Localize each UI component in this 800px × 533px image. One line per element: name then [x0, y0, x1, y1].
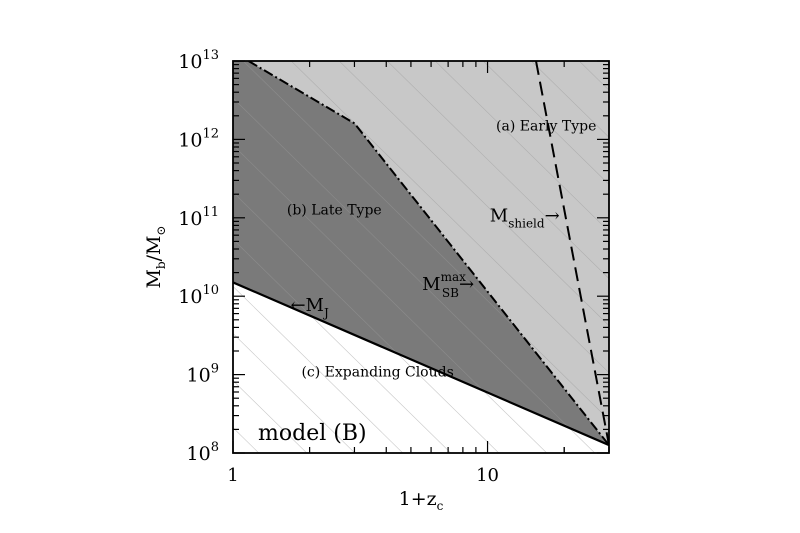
hatch-line	[386, 61, 609, 280]
hatch-line	[233, 238, 452, 453]
hatch-line	[233, 97, 596, 453]
hatch-line	[761, 51, 800, 463]
y-tick-label: 1013	[178, 48, 219, 73]
y-tick-label: 108	[187, 440, 219, 465]
hatch-line	[233, 144, 548, 453]
x-axis-label: 1+zc	[399, 488, 444, 513]
y-axis-label: Mb/M⊙	[143, 225, 168, 288]
hatch-line	[665, 51, 800, 463]
model-annotation: model (B)	[258, 421, 367, 446]
hatch-line	[482, 61, 609, 185]
region-label: (a) Early Type	[496, 118, 596, 134]
y-tick-label: 1010	[178, 283, 219, 308]
region-label: (b) Late Type	[287, 203, 382, 219]
curve-labels: Mshield→ Mmax SB→ ←MJ	[290, 205, 559, 319]
hatch-line	[233, 191, 500, 453]
y-tick-label: 1012	[178, 126, 219, 151]
hatch-line	[530, 61, 609, 138]
hatch-line	[617, 51, 800, 463]
plot-area	[233, 51, 800, 463]
hatch-line	[338, 61, 609, 327]
region-label: (c) Expanding Clouds	[301, 364, 453, 380]
region-labels: (a) Early Type (b) Late Type (c) Expanding…	[287, 118, 596, 380]
x-tick-labels: 1 10	[227, 465, 499, 486]
hatch-line	[713, 51, 800, 463]
hatch-line	[290, 61, 609, 374]
x-tick-label: 10	[476, 465, 499, 486]
plot-frame	[232, 60, 610, 454]
hatch-line	[233, 333, 356, 453]
hatch-line	[233, 380, 308, 453]
curve-jeans-mass	[233, 281, 609, 447]
region-early-type	[233, 61, 609, 446]
y-tick-label: 1011	[178, 205, 219, 230]
curve-label: Mshield→	[490, 205, 560, 230]
curve-label: ←MJ	[290, 295, 329, 320]
x-tick-label: 1	[227, 465, 238, 486]
curve-label: Mmax SB→	[422, 270, 474, 300]
hatch-line	[242, 61, 609, 421]
hatch-line	[233, 286, 404, 453]
region-late-type	[233, 61, 609, 446]
hatch-line	[233, 427, 260, 453]
y-tick-label: 109	[187, 362, 219, 387]
hatch-line	[434, 61, 609, 232]
curve-sb-max-mass	[247, 61, 609, 446]
y-tick-labels: 108 109 1010 1011 1012 1013	[178, 48, 219, 465]
hatch-lines	[233, 51, 800, 463]
axis-ticks	[232, 60, 610, 454]
curve-shield-mass	[535, 61, 609, 446]
